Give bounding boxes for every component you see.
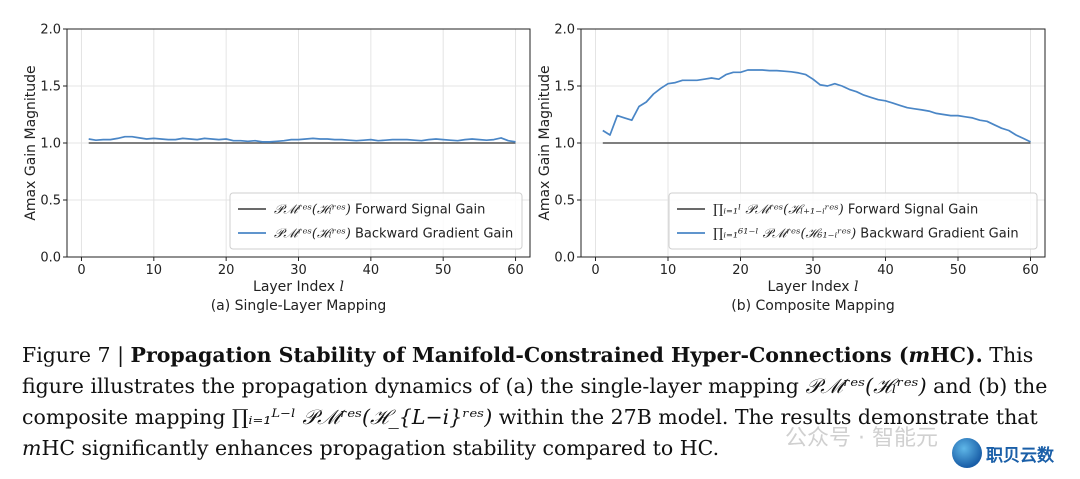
chart-b-x-tick-label: 0 (591, 263, 599, 278)
caption-title: Propagation Stability of Manifold-Constr… (130, 343, 909, 367)
chart-a-legend-math: 𝒫ℳʳᵉˢ(ℋₗʳᵉˢ) (274, 227, 355, 242)
chart-b-y-tick-label: 0.0 (554, 251, 575, 266)
brand-logo: 职贝云数 (952, 438, 1054, 468)
chart-a-legend-label: 𝒫ℳʳᵉˢ(ℋₗʳᵉˢ) Forward Signal Gain (274, 203, 485, 218)
chart-a-x-tick-label: 60 (507, 263, 524, 278)
caption-title-end: HC). (930, 343, 983, 367)
chart-b-legend-name: Forward Signal Gain (848, 203, 978, 218)
chart-b-x-tick-label: 10 (660, 263, 677, 278)
caption-text-1: This figure illustrates the propagation … (22, 343, 1034, 398)
chart-a-x-axis-var: l (340, 279, 344, 295)
chart-a-x-tick-label: 0 (77, 263, 85, 278)
chart-a-legend-math: 𝒫ℳʳᵉˢ(ℋₗʳᵉˢ) (274, 203, 355, 218)
wave-globe-icon (952, 438, 982, 468)
caption-figure-number: Figure 7 | (22, 343, 131, 367)
chart-a-y-tick-label: 1.0 (40, 137, 61, 152)
chart-a-x-tick-label: 20 (218, 263, 235, 278)
chart-b-x-tick-label: 60 (1022, 263, 1039, 278)
chart-a-legend-box (229, 192, 523, 250)
chart-b-legend-label: ∏ᵢ₌₁⁶¹⁻ˡ 𝒫ℳʳᵉˢ(ℋ₆₁₋ᵢʳᵉˢ) Backward Gradie… (713, 227, 1019, 242)
chart-a-x-axis-label: Layer Index l (253, 279, 344, 295)
caption-m-2: m (22, 436, 42, 460)
chart-b-x-axis-label: Layer Index l (768, 279, 859, 295)
chart-a-y-tick-label: 2.0 (40, 23, 61, 38)
figure-caption: Figure 7 | Propagation Stability of Mani… (22, 340, 1062, 464)
chart-b-y-tick-label: 1.0 (554, 137, 575, 152)
chart-b-y-tick-label: 0.5 (554, 194, 575, 209)
chart-b-y-tick-label: 2.0 (554, 23, 575, 38)
chart-a-x-tick-label: 40 (363, 263, 380, 278)
chart-a-x-tick-label: 50 (435, 263, 452, 278)
figure-charts: 0 10 20 30 40 50 60 0.0 0.5 1.0 1.5 2.0 Layer Index … (23, 23, 1046, 314)
chart-b-x-tick-label: 20 (732, 263, 749, 278)
chart-a-subtitle: (a) Single-Layer Mapping (211, 298, 387, 314)
chart-a-x-tick-label: 30 (290, 263, 307, 278)
chart-a-backward-gradient-line (88, 135, 516, 143)
chart-a-y-tick-label: 0.0 (40, 251, 61, 266)
chart-b-legend-math: ∏ᵢ₌₁ˡ 𝒫ℳʳᵉˢ(ℋₗ₊₁₋ᵢʳᵉˢ) (713, 203, 848, 218)
brand-name: 职贝云数 (986, 445, 1054, 466)
chart-a-legend-label: 𝒫ℳʳᵉˢ(ℋₗʳᵉˢ) Backward Gradient Gain (274, 227, 513, 242)
caption-title-m: m (908, 343, 931, 367)
chart-b-y-axis-label: Amax Gain Magnitude (537, 65, 553, 220)
chart-b-legend-box (668, 192, 1038, 250)
chart-a-y-axis-label: Amax Gain Magnitude (23, 65, 39, 220)
chart-b-y-tick-label: 1.5 (554, 80, 575, 95)
chart-b-legend-math: ∏ᵢ₌₁⁶¹⁻ˡ 𝒫ℳʳᵉˢ(ℋ₆₁₋ᵢʳᵉˢ) (713, 227, 860, 242)
watermark: 公众号 · 智能元 (785, 426, 938, 451)
chart-b-legend-label: ∏ᵢ₌₁ˡ 𝒫ℳʳᵉˢ(ℋₗ₊₁₋ᵢʳᵉˢ) Forward Signal Ga… (713, 203, 978, 218)
chart-b-x-tick-label: 30 (805, 263, 822, 278)
chart-a-legend-name: Backward Gradient Gain (355, 227, 513, 242)
chart-b-x-tick-label: 40 (877, 263, 894, 278)
chart-b-x-axis-var: l (854, 279, 858, 295)
caption-text-3: within the 27B model. The results demons… (492, 405, 1038, 429)
chart-a-x-tick-label: 10 (146, 263, 163, 278)
chart-b-subtitle: (b) Composite Mapping (731, 298, 895, 314)
chart-a-y-tick-label: 1.5 (40, 80, 61, 95)
chart-a-legend-name: Forward Signal Gain (355, 203, 485, 218)
caption-text-2: and (b) the composite mapping (22, 374, 1048, 429)
chart-a-y-tick-label: 0.5 (40, 194, 61, 209)
chart-b-backward-gradient-line (602, 69, 1031, 143)
chart-b-x-tick-label: 50 (950, 263, 967, 278)
chart-b-legend-name: Backward Gradient Gain (860, 227, 1018, 242)
caption-text-4: HC significantly enhances propagation st… (41, 436, 720, 460)
caption-math-1: 𝒫ℳʳᵉˢ(ℋₗʳᵉˢ) (805, 374, 927, 398)
caption-math-2: ∏ᵢ₌₁ᴸ⁻ˡ 𝒫ℳʳᵉˢ(ℋ_{L−i}ʳᵉˢ) (232, 405, 493, 429)
